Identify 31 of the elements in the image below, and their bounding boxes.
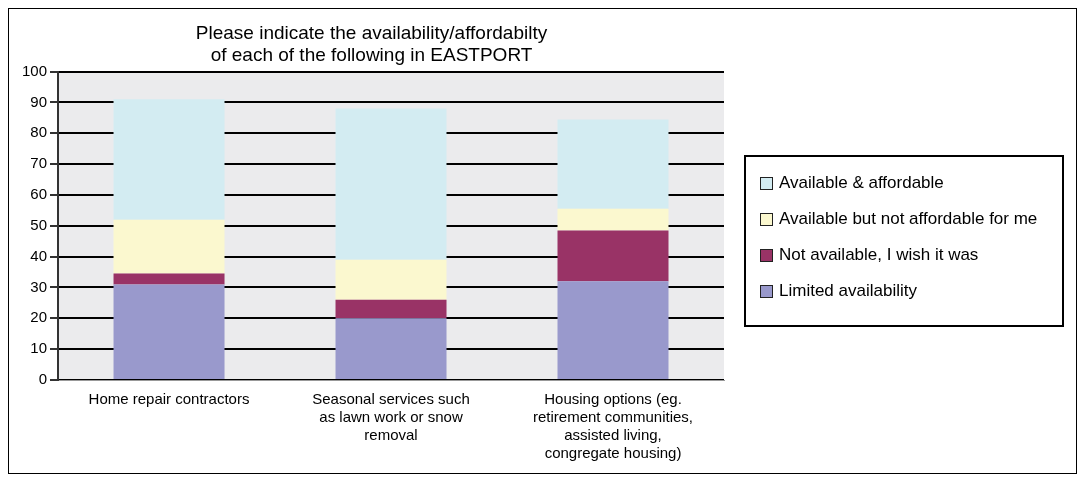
bar xyxy=(113,219,225,274)
x-tick-label: Home repair contractors xyxy=(88,390,250,408)
y-tick-label: 90 xyxy=(30,92,48,110)
bar xyxy=(113,99,225,220)
bar xyxy=(335,108,447,260)
y-tick-label: 80 xyxy=(30,123,48,141)
x-tick-label: Seasonal services such as lawn work or snow removal xyxy=(312,390,470,444)
bar xyxy=(335,259,447,300)
bar xyxy=(113,273,225,285)
y-tick-label: 50 xyxy=(30,215,48,233)
legend-label: Available & affordable xyxy=(779,173,944,193)
bar xyxy=(335,318,447,379)
bar xyxy=(557,230,669,282)
y-tick-label: 70 xyxy=(30,154,48,172)
y-tick-label: 60 xyxy=(30,185,48,203)
y-tick-label: 100 xyxy=(22,61,48,79)
chart-title: Please indicate the availability/affordabilty of each of the following in EASTPORT xyxy=(195,21,548,66)
bar xyxy=(557,281,669,379)
legend-label: Available but not affordable for me xyxy=(779,209,1038,229)
y-tick-label: 20 xyxy=(30,308,48,326)
y-tick-label: 0 xyxy=(38,370,48,388)
y-tick-label: 30 xyxy=(30,277,48,295)
bar xyxy=(557,119,669,209)
legend-label: Limited availability xyxy=(779,281,917,301)
bar xyxy=(113,284,225,379)
x-tick-label: Housing options (eg. retirement communities, assisted living, congregate housing) xyxy=(532,390,694,462)
bar xyxy=(335,299,447,319)
bar xyxy=(557,208,669,231)
y-tick-label: 10 xyxy=(30,339,48,357)
y-tick-label: 40 xyxy=(30,246,48,264)
legend-label: Not available, I wish it was xyxy=(779,245,979,265)
